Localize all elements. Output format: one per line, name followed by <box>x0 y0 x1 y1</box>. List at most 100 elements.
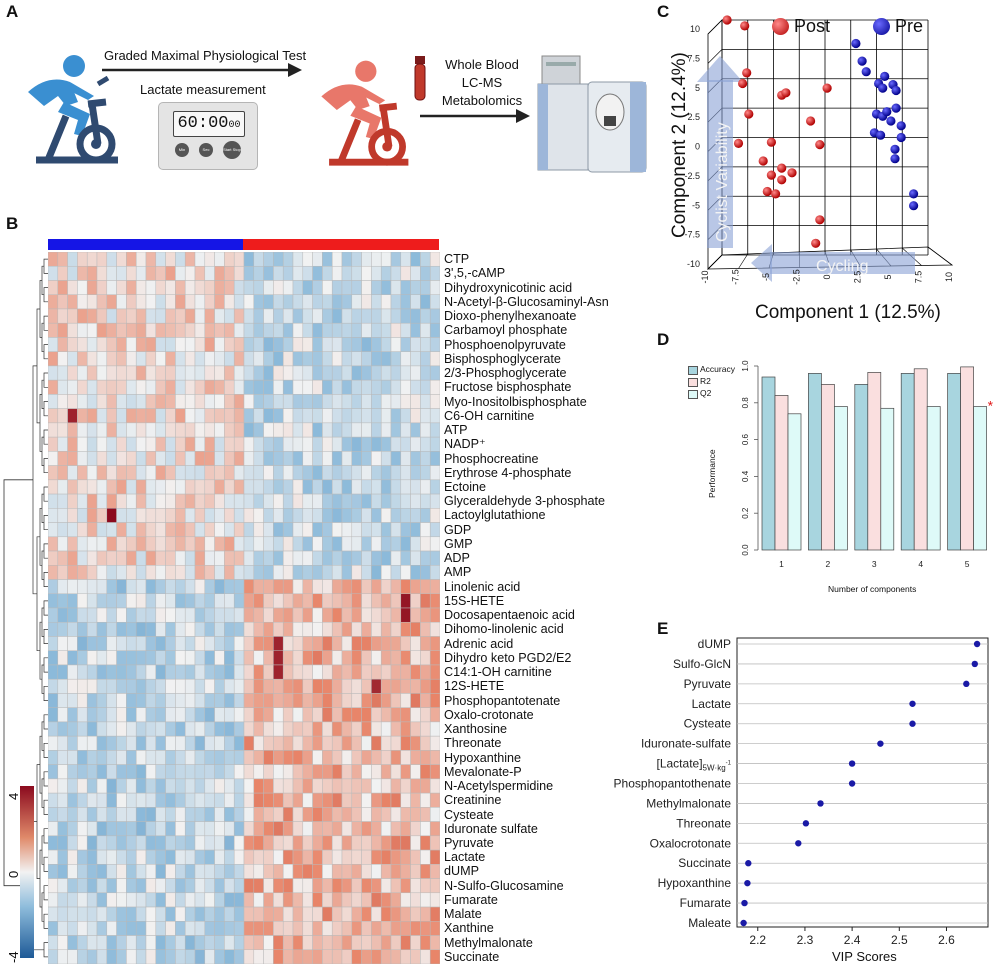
heatmap-cell <box>155 949 166 964</box>
heatmap-cell <box>194 394 206 409</box>
heatmap-cell <box>155 465 166 481</box>
heatmap-cell <box>253 337 264 352</box>
heatmap-cell <box>194 864 206 879</box>
heatmap-cell <box>410 949 421 964</box>
heatmap-cell <box>57 778 68 794</box>
heatmap-cell <box>243 792 255 808</box>
heatmap-cell <box>292 807 304 822</box>
heatmap-cell <box>371 921 382 936</box>
heatmap-cell <box>135 408 147 424</box>
heatmap-cell <box>96 792 108 808</box>
heatmap-cell <box>194 322 206 338</box>
heatmap-cell <box>282 650 294 666</box>
heatmap-cell <box>106 721 117 737</box>
heatmap-cell <box>341 550 353 566</box>
heatmap-cell <box>390 835 402 851</box>
heatmap-cell <box>96 807 108 822</box>
heatmap-cell <box>96 265 108 281</box>
heatmap-cell <box>371 664 382 680</box>
heatmap-cell <box>410 935 421 951</box>
bar-x-tick: 1 <box>779 559 784 569</box>
heatmap-cell <box>380 351 392 367</box>
heatmap-cell <box>390 849 402 865</box>
heatmap-cell <box>371 493 382 509</box>
heatmap-cell <box>224 479 235 495</box>
heatmap-cell <box>331 636 343 651</box>
heatmap-cell <box>67 707 78 723</box>
heatmap-cell <box>400 408 411 424</box>
heatmap-cell <box>282 408 294 424</box>
heatmap-cell <box>253 792 264 808</box>
heatmap-cell <box>302 365 313 381</box>
heatmap-cell <box>322 750 333 765</box>
heatmap-cell <box>371 565 382 580</box>
heatmap-cell <box>341 664 353 680</box>
heatmap-cell <box>106 935 117 951</box>
heatmap-cell <box>302 294 313 310</box>
heatmap-cell <box>214 906 225 922</box>
heatmap-cell <box>420 792 431 808</box>
heatmap-cell <box>351 750 362 765</box>
heatmap-cell <box>400 921 411 936</box>
vip-category-label: [Lactate]5W·kg-1 <box>657 757 732 773</box>
heatmap-cell <box>194 607 206 623</box>
heatmap-cell <box>116 906 127 922</box>
heatmap-cell <box>351 294 362 310</box>
heatmap-cell <box>322 864 333 879</box>
heatmap-cell <box>155 636 166 651</box>
heatmap-cell <box>86 721 98 737</box>
heatmap-cell <box>224 337 235 352</box>
heatmap-cell <box>77 878 88 894</box>
heatmap-cell <box>165 508 176 523</box>
heatmap-cell <box>410 536 421 552</box>
heatmap-cell <box>48 280 59 295</box>
heatmap-cell <box>57 550 68 566</box>
heatmap-cell <box>214 949 225 964</box>
test-label: Graded Maximal Physiological Test <box>104 48 307 63</box>
heatmap-cell <box>282 379 294 395</box>
heatmap-cell <box>155 892 166 908</box>
heatmap-cell <box>341 394 353 409</box>
vip-category-label: Sulfo-GlcN <box>673 657 731 671</box>
heatmap-cell <box>273 422 284 438</box>
pca-point-pre <box>896 121 906 131</box>
heatmap-cell <box>126 379 137 395</box>
heatmap-cell <box>371 607 382 623</box>
heatmap-cell <box>263 465 274 481</box>
heatmap-cell <box>96 750 108 765</box>
heatmap-cell <box>126 294 137 310</box>
heatmap-cell <box>282 579 294 595</box>
heatmap-cell <box>292 465 304 481</box>
heatmap-cell <box>106 365 117 381</box>
heatmap-cell <box>322 764 333 780</box>
heatmap-cell <box>145 678 157 694</box>
heatmap-cell <box>106 451 117 466</box>
heatmap-cell <box>263 678 274 694</box>
heatmap-cell <box>390 593 402 609</box>
heatmap-cell <box>263 422 274 438</box>
heatmap-cell <box>155 778 166 794</box>
heatmap-cell <box>155 280 166 295</box>
heatmap-cell <box>233 607 245 623</box>
heatmap-cell <box>253 294 264 310</box>
heatmap-cell <box>184 436 196 452</box>
heatmap-cell <box>57 536 68 552</box>
heatmap-cell <box>429 550 440 566</box>
heatmap-cell <box>106 280 117 295</box>
heatmap-cell <box>145 664 157 680</box>
heatmap-cell <box>322 408 333 424</box>
heatmap-cell <box>224 265 235 281</box>
heatmap-cell <box>351 308 362 324</box>
heatmap-cell <box>292 536 304 552</box>
heatmap-cell <box>155 921 166 936</box>
heatmap-cell <box>410 436 421 452</box>
heatmap-cell <box>96 921 108 936</box>
heatmap-cell <box>96 721 108 737</box>
heatmap-cell <box>165 721 176 737</box>
heatmap-cell <box>175 294 186 310</box>
heatmap-cell <box>331 906 343 922</box>
heatmap-cell <box>351 394 362 409</box>
heatmap-cell <box>96 280 108 295</box>
heatmap-cell <box>233 394 245 409</box>
heatmap-cell <box>86 949 98 964</box>
